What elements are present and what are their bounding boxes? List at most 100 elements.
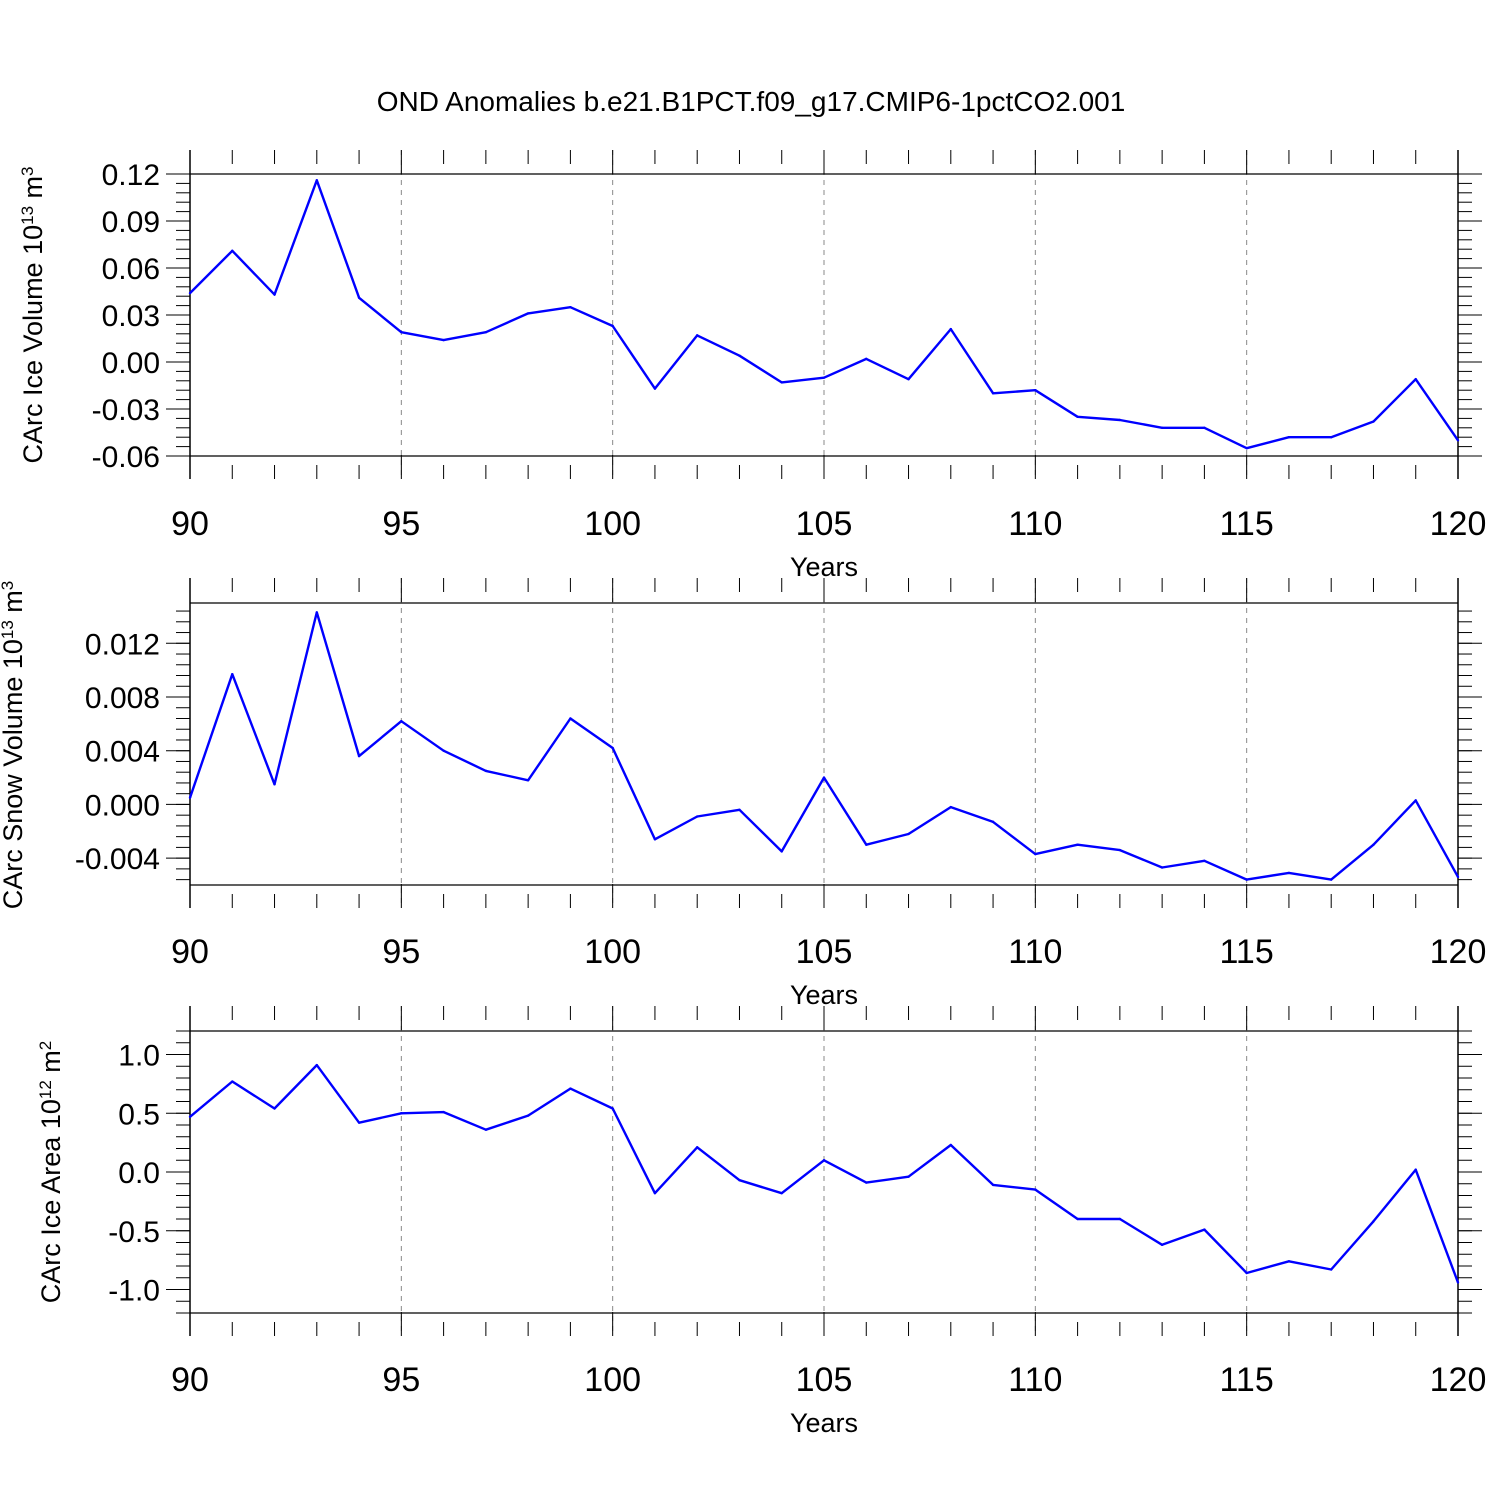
x-tick-label: 115 (1220, 1361, 1274, 1399)
data-point (1160, 1243, 1164, 1247)
data-point (1245, 878, 1248, 881)
data-point (1118, 848, 1122, 852)
panel-1: 0.12 0.09 0.06 0.03 0.00 -0.03 -0.06 90 95 100 105… (18, 150, 1487, 582)
data-point (653, 387, 657, 390)
data-point (1414, 799, 1417, 802)
x-tick-label: 120 (1430, 1361, 1487, 1399)
data-point (315, 1063, 318, 1067)
y-axis-title-exponent: 12 (36, 1080, 55, 1099)
panel-2: 0.012 0.008 0.004 0.000 -0.004 90 95 100 105 110 1… (0, 578, 1486, 1010)
data-point (1456, 1281, 1460, 1284)
data-point (1287, 1260, 1291, 1263)
y-tick-label: 0.03 (102, 300, 160, 333)
data-point (1160, 866, 1164, 869)
data-point (653, 838, 657, 841)
data-point (1034, 389, 1037, 392)
y-axis-title: CArc Ice Volume 1013 m3 (18, 166, 49, 463)
data-point (188, 796, 192, 799)
x-axis-title: Years (790, 552, 858, 582)
x-tick-label: 95 (382, 1361, 420, 1399)
data-point (484, 331, 488, 334)
data-point (231, 249, 234, 252)
y-axis-title-unit-exponent: 3 (18, 166, 37, 175)
data-point (569, 717, 572, 720)
y-axis-title-exponent: 13 (0, 620, 17, 639)
data-point (865, 843, 868, 846)
data-point (442, 1110, 445, 1114)
y-axis-title-unit-exponent: 2 (36, 1041, 55, 1050)
data-point (1372, 1220, 1375, 1223)
data-point (991, 392, 995, 395)
y-tick-label: 1.0 (118, 1040, 160, 1073)
x-tick-label: 110 (1008, 505, 1062, 543)
x-tick-label: 115 (1220, 933, 1274, 971)
data-point (484, 769, 488, 773)
data-point (1414, 378, 1417, 381)
x-tick-label: 90 (171, 1361, 209, 1399)
x-tick-label: 105 (796, 1361, 853, 1399)
x-tick-label: 110 (1008, 1361, 1062, 1399)
y-tick-label: 0.000 (85, 789, 160, 822)
data-point (653, 1191, 657, 1195)
x-tick-label: 100 (584, 505, 641, 543)
y-tick-label: 0.06 (102, 253, 160, 286)
data-point (400, 331, 403, 334)
data-point (315, 611, 318, 614)
data-point (231, 1080, 234, 1083)
data-point (357, 296, 361, 299)
data-point (1076, 843, 1079, 846)
y-axis-title: CArc Ice Area 1012 m2 (36, 1041, 67, 1304)
data-point (357, 754, 361, 758)
x-tick-label: 110 (1008, 933, 1062, 971)
y-tick-label: -0.5 (108, 1216, 160, 1249)
y-axis-title: CArc Snow Volume 1013 m3 (0, 581, 28, 910)
panel-3: 1.0 0.5 0.0 -0.5 -1.0 90 95 100 105 110 115 120 Year… (36, 1006, 1487, 1438)
data-point (1330, 1268, 1333, 1271)
data-point (1372, 420, 1375, 423)
y-tick-label: -1.0 (108, 1275, 160, 1308)
data-point (1160, 426, 1164, 429)
data-point (1034, 1188, 1037, 1191)
y-axis-title-exponent: 13 (18, 206, 37, 225)
data-point (696, 334, 699, 337)
data-point (526, 1114, 530, 1117)
data-point (188, 291, 192, 295)
data-point (1076, 1217, 1079, 1221)
data-point (442, 749, 445, 752)
x-tick-label: 90 (171, 933, 209, 971)
x-tick-label: 105 (796, 505, 853, 543)
x-tick-label: 120 (1430, 505, 1487, 543)
data-point (400, 719, 403, 723)
y-tick-label: 0.0 (118, 1157, 160, 1190)
data-point (949, 327, 952, 331)
data-point (1456, 875, 1460, 879)
data-point (1330, 436, 1333, 439)
data-point (569, 305, 572, 309)
data-point (1287, 871, 1291, 875)
data-point (822, 376, 826, 379)
data-point (780, 850, 783, 853)
data-point (611, 1107, 614, 1110)
y-tick-label: 0.008 (85, 682, 160, 715)
y-axis-title-unit: m (36, 1050, 66, 1080)
data-point (611, 746, 614, 750)
data-point (780, 381, 783, 384)
y-tick-label: -0.03 (92, 394, 160, 427)
x-tick-label: 120 (1430, 933, 1487, 971)
x-tick-label: 105 (796, 933, 853, 971)
data-point (442, 338, 445, 342)
y-axis-title-base: CArc Ice Area 10 (36, 1099, 66, 1303)
x-tick-label: 115 (1220, 505, 1274, 543)
data-point (1203, 426, 1206, 429)
data-point (1076, 415, 1079, 419)
data-point (400, 1112, 403, 1115)
data-point (1245, 446, 1248, 450)
y-tick-label: 0.09 (102, 206, 160, 239)
data-point (949, 805, 952, 809)
x-tick-label: 90 (171, 505, 209, 543)
y-tick-label: 0.00 (102, 347, 160, 380)
y-tick-label: -0.06 (92, 441, 160, 474)
x-tick-label: 95 (382, 505, 420, 543)
data-point (822, 776, 826, 779)
